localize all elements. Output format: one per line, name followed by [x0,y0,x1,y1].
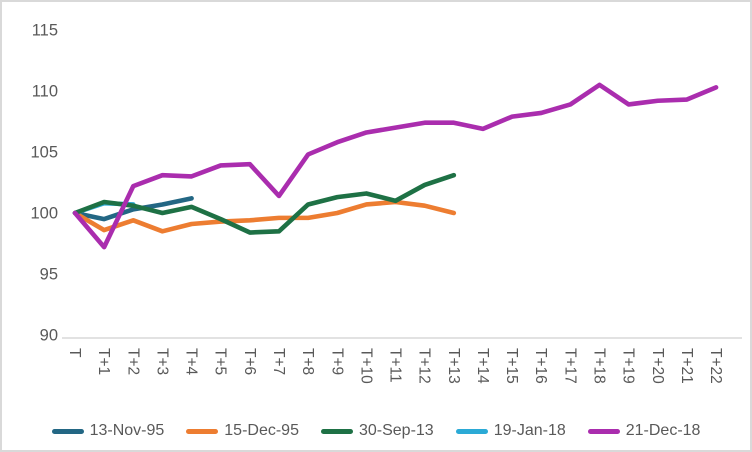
x-tick-label: T+16 [532,348,549,384]
x-tick-label: T+9 [328,348,345,375]
x-tick-label: T+2 [124,348,141,375]
y-tick-label: 90 [40,327,58,345]
series-line-15-Dec-95 [72,199,457,234]
legend-item-19-Jan-18: 19-Jan-18 [455,422,566,439]
legend-label: 13-Nov-95 [89,422,165,439]
x-tick-label: T+3 [153,348,170,375]
x-tick-label: T+11 [387,348,404,383]
x-tick-label: T+13 [445,348,462,384]
x-tick-label: T+7 [270,348,287,375]
y-tick-label: 100 [30,205,58,223]
legend-item-15-Dec-95: 15-Dec-95 [186,423,299,439]
series-line-30-Sep-13 [72,172,457,235]
x-tick-label: T+12 [416,348,433,384]
x-tick-label: T+20 [649,348,666,384]
series-line-13-Nov-95 [72,196,194,222]
legend-label: 15-Dec-95 [224,422,299,439]
legend-swatch-icon [186,428,219,434]
legend-swatch-icon [51,428,84,434]
legend-label: 21-Dec-18 [625,422,701,439]
legend-swatch-icon [455,428,488,434]
y-tick-label: 115 [32,22,58,40]
x-tick-label: T+19 [620,348,637,384]
legend-swatch-icon [587,428,620,434]
legend-label: 30-Sep-13 [358,422,434,439]
legend: 13-Nov-95 15-Dec-95 30-Sep-13 19-Jan-18 21-D… [2,423,750,439]
x-tick-label: T+15 [503,348,520,384]
x-tick-label: T+4 [183,348,200,376]
x-tick-label: T+1 [95,348,112,375]
x-tick-label: T+10 [357,348,374,384]
legend-item-21-Dec-18: 21-Dec-18 [587,422,701,439]
x-tick-label: T+18 [591,348,608,384]
y-tick-label: 110 [32,83,58,101]
legend-item-13-Nov-95: 13-Nov-95 [51,422,165,439]
x-tick-label: T+5 [212,348,229,375]
legend-label: 19-Jan-18 [493,422,566,439]
y-tick-label: 105 [30,144,58,162]
x-tick-label: T+22 [707,348,724,384]
x-tick-label: T+21 [678,348,695,384]
legend-item-30-Sep-13: 30-Sep-13 [320,422,434,439]
x-tick-label: T+8 [299,348,316,375]
x-tick-label: T+14 [474,348,491,384]
x-tick-label: T [66,348,83,358]
series-line-21-Dec-18 [72,82,719,250]
x-tick-label: T+6 [241,348,258,375]
legend-swatch-icon [320,428,353,434]
y-tick-label: 95 [40,266,58,284]
x-tick-label: T+17 [561,348,578,384]
